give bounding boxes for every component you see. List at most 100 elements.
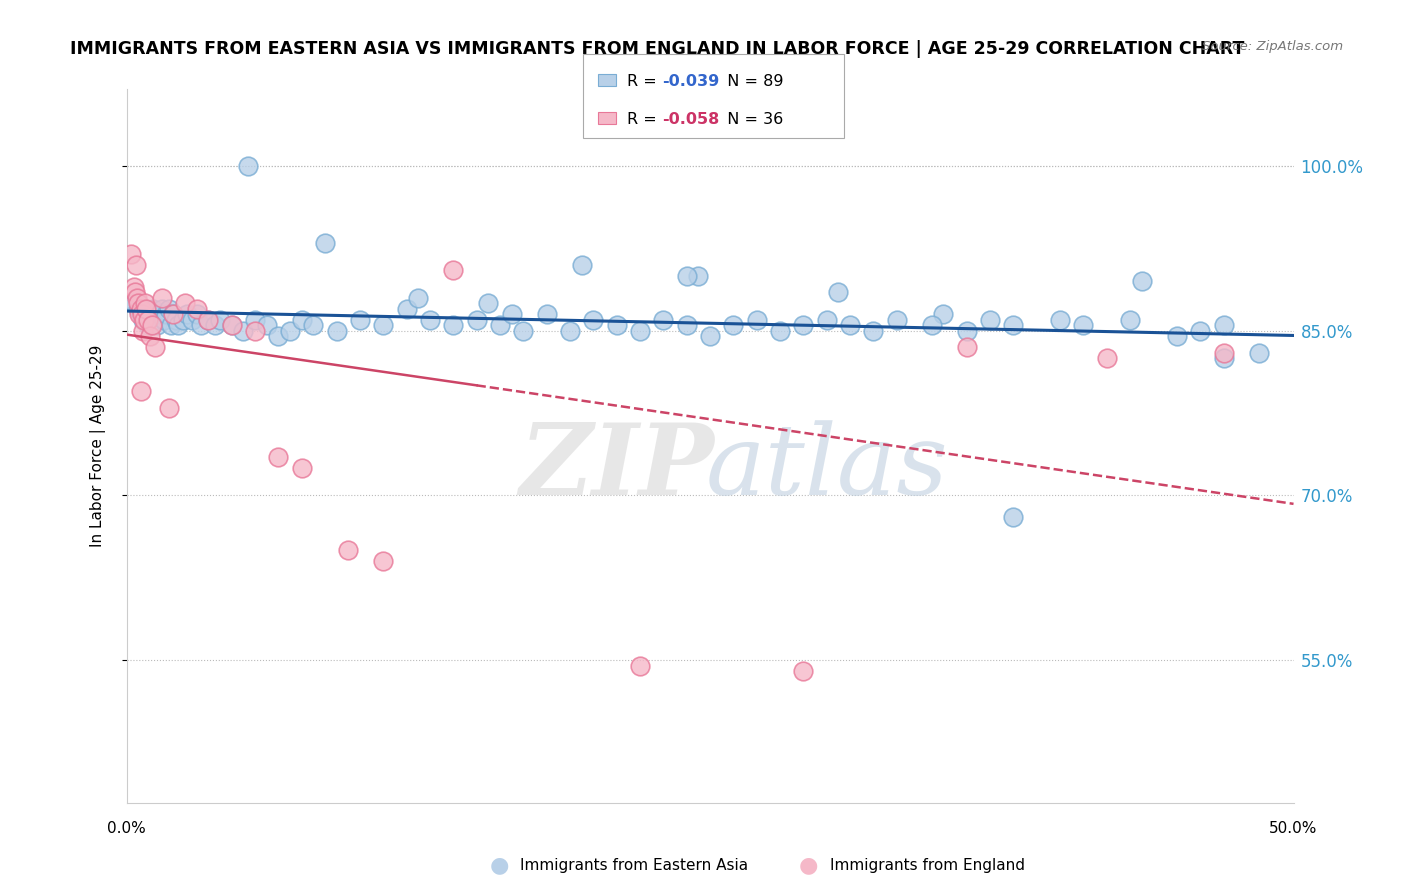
Point xyxy=(125,291,148,305)
Point xyxy=(278,324,301,338)
Point xyxy=(1095,351,1118,366)
Text: Immigrants from England: Immigrants from England xyxy=(830,858,1025,872)
Point xyxy=(174,296,197,310)
Point xyxy=(419,312,441,326)
Point xyxy=(176,307,198,321)
Point xyxy=(157,401,180,415)
Y-axis label: In Labor Force | Age 25-29: In Labor Force | Age 25-29 xyxy=(90,345,105,547)
Point xyxy=(501,307,523,321)
Text: R =: R = xyxy=(627,112,662,128)
Point xyxy=(373,554,395,568)
Point xyxy=(139,318,162,333)
Point xyxy=(127,301,149,316)
Point xyxy=(1073,318,1095,333)
Point xyxy=(314,235,336,250)
Point xyxy=(1049,312,1071,326)
Point xyxy=(129,384,152,398)
Point xyxy=(699,329,721,343)
Point xyxy=(956,324,979,338)
Point xyxy=(1212,345,1234,359)
Point xyxy=(162,307,184,321)
Point xyxy=(886,312,908,326)
Point xyxy=(956,340,979,354)
Point xyxy=(132,324,155,338)
Point xyxy=(124,285,146,300)
Point xyxy=(131,307,153,321)
Point xyxy=(465,312,488,326)
Text: ●: ● xyxy=(799,855,818,875)
Point xyxy=(932,307,955,321)
Point xyxy=(571,258,593,272)
Point xyxy=(628,324,651,338)
Point xyxy=(1247,345,1270,359)
Point xyxy=(150,291,173,305)
Point xyxy=(148,307,170,321)
Point xyxy=(302,318,325,333)
Point xyxy=(141,318,163,333)
Text: IMMIGRANTS FROM EASTERN ASIA VS IMMIGRANTS FROM ENGLAND IN LABOR FORCE | AGE 25-: IMMIGRANTS FROM EASTERN ASIA VS IMMIGRAN… xyxy=(70,40,1244,58)
Point xyxy=(606,318,628,333)
Text: 0.0%: 0.0% xyxy=(107,822,146,837)
Point xyxy=(1130,274,1153,288)
Point xyxy=(745,312,768,326)
Point xyxy=(489,318,512,333)
Point xyxy=(172,312,194,326)
Point xyxy=(408,291,430,305)
Point xyxy=(134,301,156,316)
Point xyxy=(143,312,166,326)
Point xyxy=(243,324,266,338)
Point xyxy=(325,324,347,338)
Point xyxy=(142,301,165,316)
Text: Source: ZipAtlas.com: Source: ZipAtlas.com xyxy=(1202,40,1343,54)
Text: -0.058: -0.058 xyxy=(662,112,720,128)
Point xyxy=(146,318,169,333)
Point xyxy=(150,301,173,316)
Point xyxy=(512,324,534,338)
Point xyxy=(582,312,605,326)
Point xyxy=(139,312,162,326)
Point xyxy=(290,312,312,326)
Point xyxy=(1212,351,1234,366)
Point xyxy=(122,296,145,310)
Point xyxy=(221,318,243,333)
Point xyxy=(167,318,190,333)
Text: ZIP: ZIP xyxy=(519,419,714,516)
Point xyxy=(652,312,675,326)
Point xyxy=(139,329,162,343)
Point xyxy=(128,307,150,321)
Point xyxy=(221,318,243,333)
Point xyxy=(134,296,156,310)
Text: 50.0%: 50.0% xyxy=(1270,822,1317,837)
Point xyxy=(186,301,208,316)
Point xyxy=(236,159,259,173)
Point xyxy=(921,318,943,333)
Point xyxy=(862,324,884,338)
Point xyxy=(558,324,581,338)
Point xyxy=(135,307,157,321)
Point xyxy=(256,318,278,333)
Point xyxy=(815,312,838,326)
Point xyxy=(1189,324,1212,338)
Point xyxy=(723,318,745,333)
Point xyxy=(125,258,148,272)
Point xyxy=(1002,318,1025,333)
Point xyxy=(136,312,159,326)
Point xyxy=(157,301,180,316)
Point xyxy=(979,312,1001,326)
Point xyxy=(232,324,254,338)
Point xyxy=(792,664,814,678)
Text: N = 36: N = 36 xyxy=(717,112,783,128)
Point xyxy=(136,318,159,333)
Point xyxy=(1166,329,1188,343)
Point xyxy=(243,312,266,326)
Point xyxy=(153,312,176,326)
Point xyxy=(208,312,231,326)
Text: -0.039: -0.039 xyxy=(662,74,720,89)
Point xyxy=(675,318,697,333)
Point xyxy=(675,268,697,283)
Point xyxy=(769,324,792,338)
Point xyxy=(839,318,862,333)
Point xyxy=(373,318,395,333)
Text: Immigrants from Eastern Asia: Immigrants from Eastern Asia xyxy=(520,858,748,872)
Point xyxy=(628,658,651,673)
